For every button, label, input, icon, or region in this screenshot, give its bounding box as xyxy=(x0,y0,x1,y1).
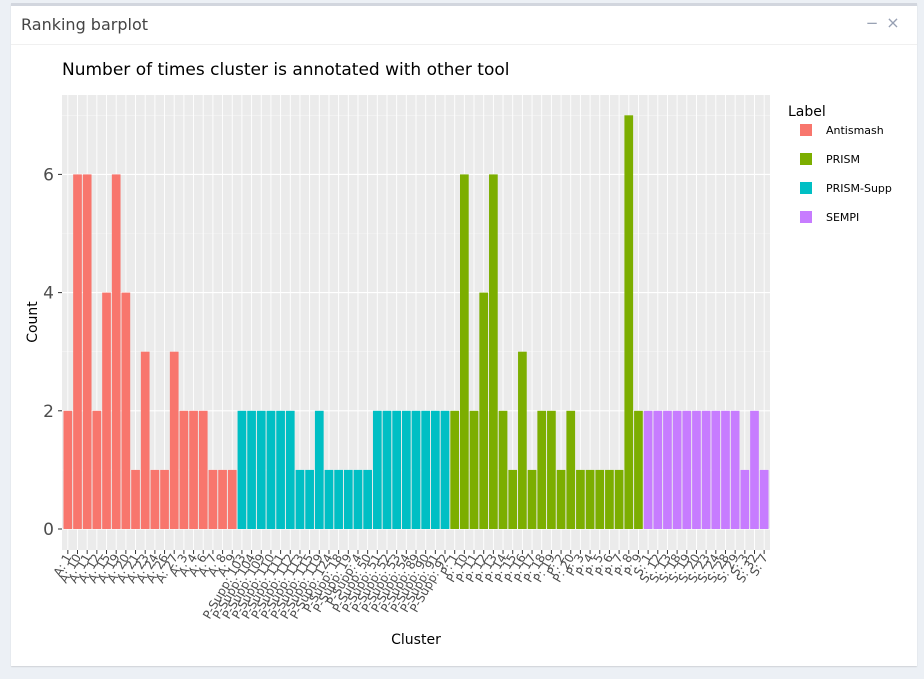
bar xyxy=(605,469,614,529)
bar xyxy=(576,469,585,529)
bar xyxy=(701,410,711,529)
close-icon[interactable]: × xyxy=(886,13,900,32)
bar xyxy=(353,469,363,529)
bar xyxy=(498,410,508,529)
bar xyxy=(324,469,334,529)
bar xyxy=(750,410,759,529)
panel-title: Ranking barplot xyxy=(21,15,149,34)
bar xyxy=(663,410,672,529)
legend-label: PRISM-Supp xyxy=(826,182,892,195)
bar xyxy=(218,469,227,529)
bar xyxy=(653,410,663,529)
bar xyxy=(150,469,160,529)
bar xyxy=(314,410,324,529)
legend-swatch xyxy=(800,182,812,194)
legend-label: Antismash xyxy=(826,124,884,137)
legend-swatch xyxy=(800,153,812,165)
legend-title: Label xyxy=(788,104,826,120)
bar xyxy=(189,410,198,529)
bar xyxy=(450,410,460,529)
y-tick-label: 2 xyxy=(43,402,54,422)
bar xyxy=(111,174,121,529)
bar xyxy=(430,410,440,529)
bar xyxy=(401,410,411,529)
y-axis-label: Count xyxy=(25,301,41,343)
bar xyxy=(237,410,247,529)
bar xyxy=(556,469,566,529)
bar xyxy=(730,410,740,529)
bar xyxy=(585,469,595,529)
bar xyxy=(634,410,643,529)
bar xyxy=(672,410,682,529)
bar xyxy=(343,469,353,529)
bar xyxy=(392,410,402,529)
bar xyxy=(227,469,237,529)
bar xyxy=(92,410,102,529)
bar xyxy=(759,469,769,529)
bar xyxy=(305,469,314,529)
bar xyxy=(721,410,730,529)
bar xyxy=(179,410,189,529)
bar xyxy=(382,410,392,529)
bar xyxy=(547,410,556,529)
bar xyxy=(614,469,624,529)
bar xyxy=(160,469,169,529)
bar xyxy=(740,469,750,529)
bar xyxy=(131,469,140,529)
panel-header: Ranking barplot − × xyxy=(11,6,917,45)
y-tick-label: 4 xyxy=(43,284,54,304)
y-tick-label: 0 xyxy=(43,520,54,540)
bar xyxy=(460,174,469,529)
bar xyxy=(334,469,343,529)
x-axis: A: 1A: 10A: 11A: 12A: 15A: 19A: 20A: 21A… xyxy=(51,550,771,621)
bar xyxy=(624,115,634,530)
x-axis-label: Cluster xyxy=(391,632,441,648)
bar xyxy=(537,410,547,529)
legend-swatch xyxy=(800,211,812,223)
bar xyxy=(711,410,721,529)
bars xyxy=(63,115,769,530)
bar xyxy=(169,351,179,529)
legend-label: SEMPI xyxy=(826,211,859,224)
bar xyxy=(73,174,82,529)
legend: Label Antismash PRISM PRISM-Supp SEMPI xyxy=(788,104,892,224)
bar xyxy=(102,292,111,529)
bar xyxy=(295,469,305,529)
bar xyxy=(411,410,421,529)
bar xyxy=(121,292,131,529)
chart-title: Number of times cluster is annotated wit… xyxy=(62,60,509,80)
bar xyxy=(82,174,92,529)
bar xyxy=(372,410,382,529)
legend-label: PRISM xyxy=(826,153,860,166)
minimize-icon[interactable]: − xyxy=(865,14,879,32)
bar xyxy=(518,351,527,529)
bar xyxy=(198,410,208,529)
bar xyxy=(140,351,150,529)
bar xyxy=(692,410,701,529)
bar xyxy=(489,174,498,529)
bar xyxy=(440,410,450,529)
bar xyxy=(508,469,518,529)
bar xyxy=(479,292,489,529)
bar xyxy=(208,469,218,529)
y-axis: 0 2 4 6 xyxy=(43,165,62,540)
bar xyxy=(595,469,605,529)
bar xyxy=(682,410,692,529)
bar xyxy=(421,410,431,529)
bar xyxy=(63,410,73,529)
bar xyxy=(266,410,276,529)
bar xyxy=(643,410,653,529)
bar xyxy=(566,410,576,529)
bar xyxy=(285,410,295,529)
bar xyxy=(469,410,479,529)
bar xyxy=(363,469,372,529)
bar xyxy=(276,410,285,529)
y-tick-label: 6 xyxy=(43,165,54,185)
bar xyxy=(527,469,537,529)
legend-swatch xyxy=(800,124,812,136)
bar xyxy=(256,410,266,529)
bar xyxy=(247,410,256,529)
